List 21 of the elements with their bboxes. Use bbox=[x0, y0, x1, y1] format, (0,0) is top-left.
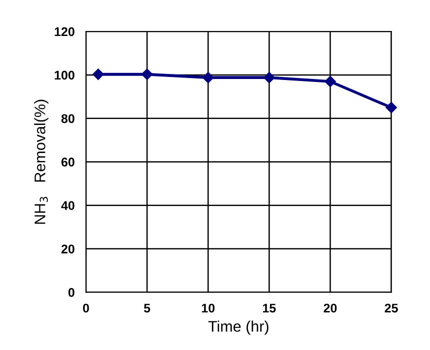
y-tick-label: 60 bbox=[61, 158, 74, 167]
x-axis-title: Time (hr) bbox=[208, 320, 268, 335]
y-tick-label: 100 bbox=[54, 70, 74, 80]
x-tick-label: 0 bbox=[83, 304, 89, 313]
point bbox=[202, 72, 214, 84]
x-tick-label: 25 bbox=[384, 304, 398, 313]
x-tick-label: 20 bbox=[324, 304, 337, 313]
point bbox=[141, 68, 153, 80]
point bbox=[386, 102, 397, 114]
y-tick-label: 40 bbox=[61, 201, 74, 210]
y-tick-label: 0 bbox=[68, 288, 74, 297]
x-tick-label: 15 bbox=[263, 304, 276, 313]
y-tick-label: 20 bbox=[61, 244, 74, 254]
y-tick-label: 80 bbox=[61, 114, 74, 124]
point bbox=[324, 76, 336, 88]
x-tick-label: 10 bbox=[202, 304, 215, 313]
point bbox=[264, 72, 275, 84]
x-tick-label: 5 bbox=[144, 304, 150, 313]
text: NH$_{3}$ Removal(%) bbox=[34, 100, 48, 224]
point bbox=[92, 68, 104, 80]
y-tick-label: 120 bbox=[54, 27, 74, 36]
